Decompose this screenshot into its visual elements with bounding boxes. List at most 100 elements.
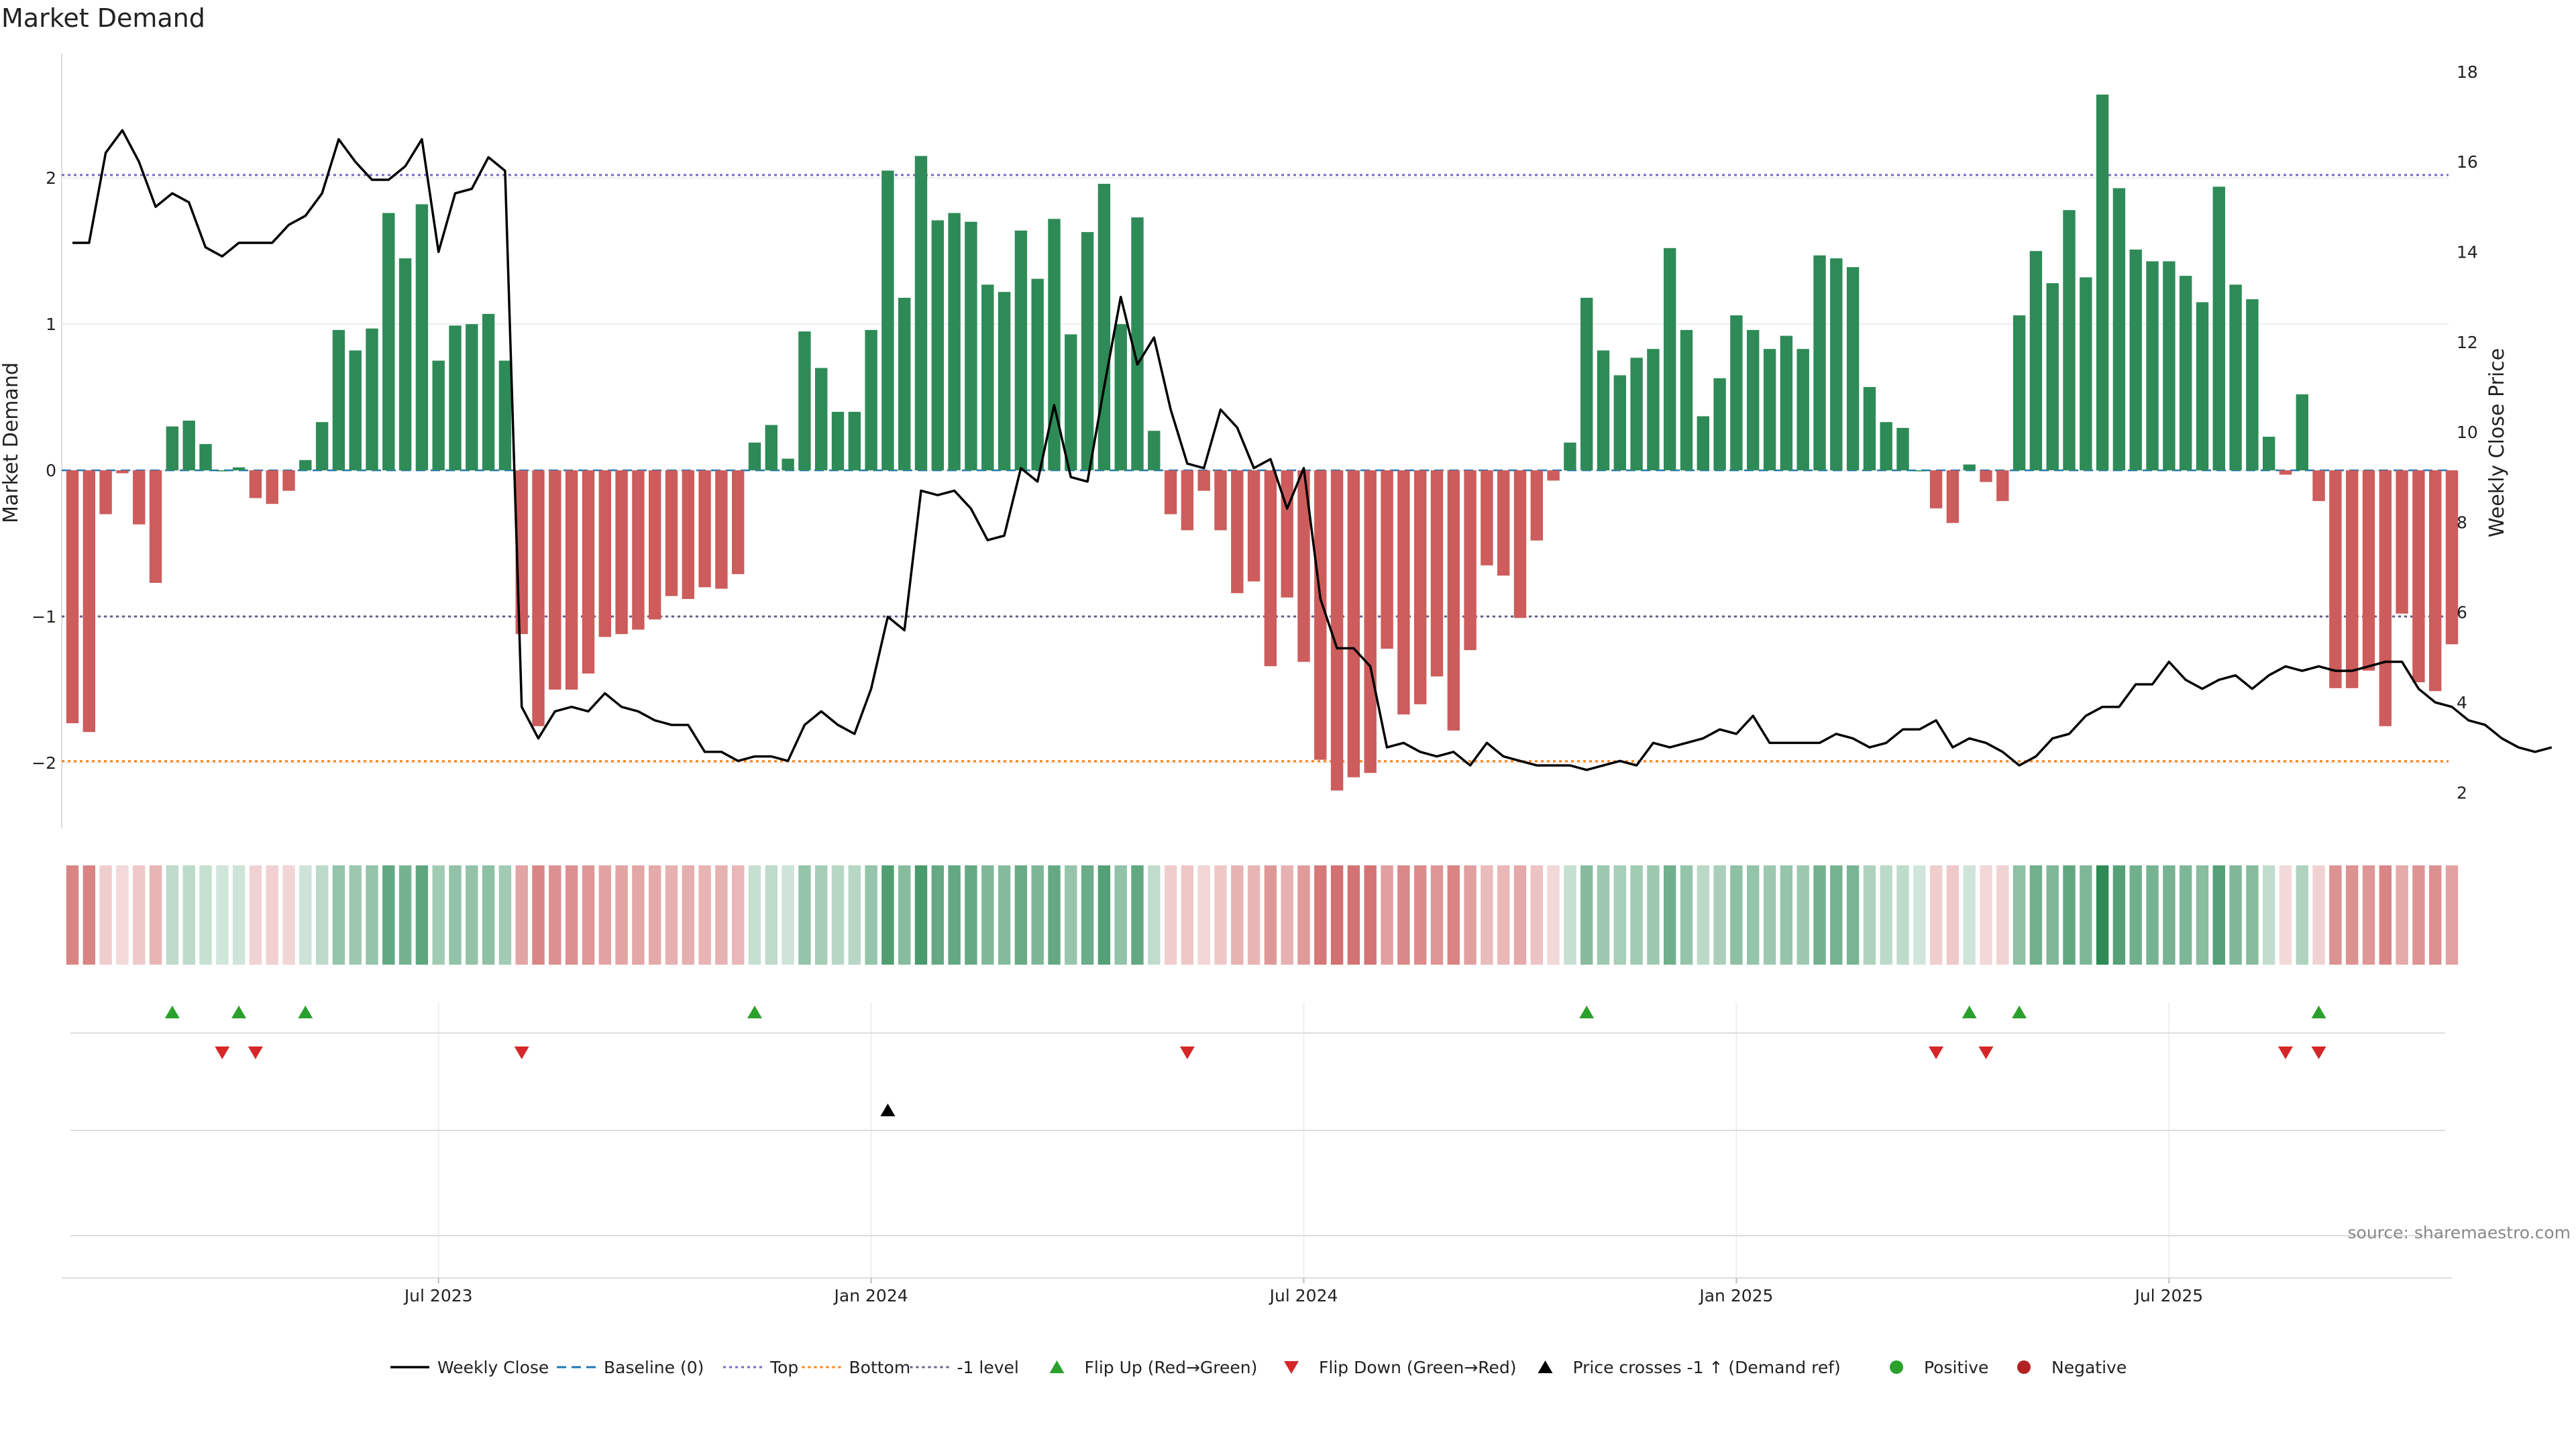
demand-bar-29 (549, 470, 561, 690)
heat-cell-103 (1780, 865, 1793, 965)
right-tick-label-7: 16 (2457, 152, 2478, 172)
legend-label-3: Bottom (849, 1358, 911, 1377)
demand-bar-30 (565, 470, 578, 690)
heat-cell-3 (116, 865, 129, 965)
heat-cell-55 (981, 865, 994, 965)
demand-bar-2 (99, 470, 112, 515)
heat-cell-115 (1980, 865, 1992, 965)
demand-bar-45 (815, 368, 828, 470)
heat-cell-34 (632, 865, 645, 965)
demand-bar-114 (1963, 464, 1976, 471)
heat-cell-136 (2329, 865, 2342, 965)
flip-down-marker-7 (2311, 1046, 2326, 1059)
heat-cell-80 (1397, 865, 1410, 965)
flip-up-marker-2 (298, 1006, 313, 1018)
demand-bar-141 (2412, 470, 2425, 683)
demand-bar-110 (1896, 427, 1909, 471)
heat-cell-123 (2112, 865, 2126, 965)
heat-cell-73 (1281, 865, 1293, 965)
legend-swatch-7 (1538, 1360, 1553, 1373)
heat-cell-121 (2080, 865, 2092, 965)
heat-cell-126 (2163, 865, 2176, 965)
legend-swatch-8 (1890, 1360, 1903, 1374)
heat-cell-113 (1946, 865, 1960, 965)
demand-bar-58 (1031, 278, 1044, 471)
demand-bar-88 (1530, 470, 1543, 541)
demand-bar-135 (2312, 470, 2325, 501)
demand-bar-125 (2146, 261, 2159, 471)
demand-bar-87 (1513, 470, 1527, 619)
demand-bar-61 (1081, 231, 1094, 471)
heat-cell-95 (1647, 865, 1660, 965)
flip-up-marker-0 (164, 1006, 180, 1018)
heat-cell-9 (216, 865, 229, 965)
demand-bar-117 (2012, 315, 2026, 471)
heat-cell-66 (1164, 865, 1177, 965)
legend-label-7: Price crosses -1 ↑ (Demand ref) (1573, 1358, 1841, 1377)
demand-bar-26 (498, 360, 512, 470)
heat-cell-140 (2396, 865, 2408, 965)
demand-bar-44 (798, 331, 811, 471)
demand-bar-92 (1597, 350, 1610, 471)
chart-legend: Weekly Close Baseline (0) Top Bottom -1 leve… (390, 1358, 2127, 1377)
demand-bar-71 (1247, 470, 1260, 582)
demand-bar-120 (2063, 210, 2076, 471)
heat-cell-60 (1065, 865, 1077, 965)
heat-cell-52 (931, 865, 944, 965)
demand-bar-126 (2163, 261, 2176, 471)
heat-cell-2 (99, 865, 112, 965)
flip-down-marker-6 (2277, 1046, 2293, 1059)
flip-down-marker-5 (1978, 1046, 1994, 1059)
demand-bar-9 (216, 470, 229, 472)
heat-cell-1 (83, 865, 95, 965)
heat-cell-43 (782, 865, 794, 965)
heat-cell-122 (2096, 865, 2109, 965)
demand-bar-40 (732, 470, 745, 574)
demand-bar-13 (282, 470, 295, 491)
heat-cell-65 (1148, 865, 1161, 965)
heat-cell-71 (1247, 865, 1260, 965)
legend-swatch-6 (1284, 1361, 1299, 1374)
demand-bar-55 (981, 284, 994, 471)
demand-bar-116 (1996, 470, 2009, 501)
demand-bar-74 (1297, 470, 1310, 662)
demand-bar-64 (1131, 217, 1144, 471)
demand-bar-17 (349, 350, 362, 471)
heat-cell-77 (1347, 865, 1360, 965)
heat-cell-100 (1730, 865, 1743, 965)
right-tick-label-0: 2 (2457, 783, 2467, 802)
heat-cell-62 (1097, 865, 1111, 965)
demand-bar-128 (2196, 302, 2209, 471)
demand-bar-139 (2379, 470, 2392, 727)
demand-bar-84 (1464, 470, 1477, 651)
heat-cell-111 (1913, 865, 1926, 965)
flip-down-marker-0 (215, 1046, 230, 1059)
heat-cell-11 (249, 865, 262, 965)
right-axis-label: Weekly Close Price (2485, 348, 2509, 537)
heat-cell-44 (798, 865, 811, 965)
heat-cell-82 (1430, 865, 1444, 965)
heat-cell-0 (66, 865, 79, 965)
demand-bar-36 (665, 470, 678, 596)
flip-up-marker-1 (231, 1006, 247, 1018)
heat-cell-35 (649, 865, 661, 965)
demand-bar-129 (2212, 186, 2225, 471)
demand-bar-46 (831, 411, 845, 471)
demand-bar-60 (1065, 334, 1077, 471)
demand-bar-94 (1630, 358, 1643, 471)
heat-cell-143 (2445, 865, 2459, 965)
demand-bar-93 (1613, 375, 1626, 471)
heat-cell-19 (382, 865, 395, 965)
heat-cell-39 (715, 865, 728, 965)
right-tick-label-8: 18 (2457, 62, 2478, 82)
x-axis-ticks: Jul 2023 Jan 2024 Jul 2024 Jan 2025 Jul 2025 (403, 1278, 2203, 1305)
demand-bar-6 (166, 426, 178, 471)
heat-cell-50 (898, 865, 911, 965)
demand-bar-115 (1980, 470, 1992, 482)
empty-lower-panel (62, 1235, 2452, 1279)
demand-bar-97 (1680, 329, 1693, 471)
heat-cell-86 (1497, 865, 1510, 965)
demand-bar-3 (116, 470, 129, 474)
demand-bar-47 (848, 411, 861, 471)
heat-cell-4 (133, 865, 146, 965)
